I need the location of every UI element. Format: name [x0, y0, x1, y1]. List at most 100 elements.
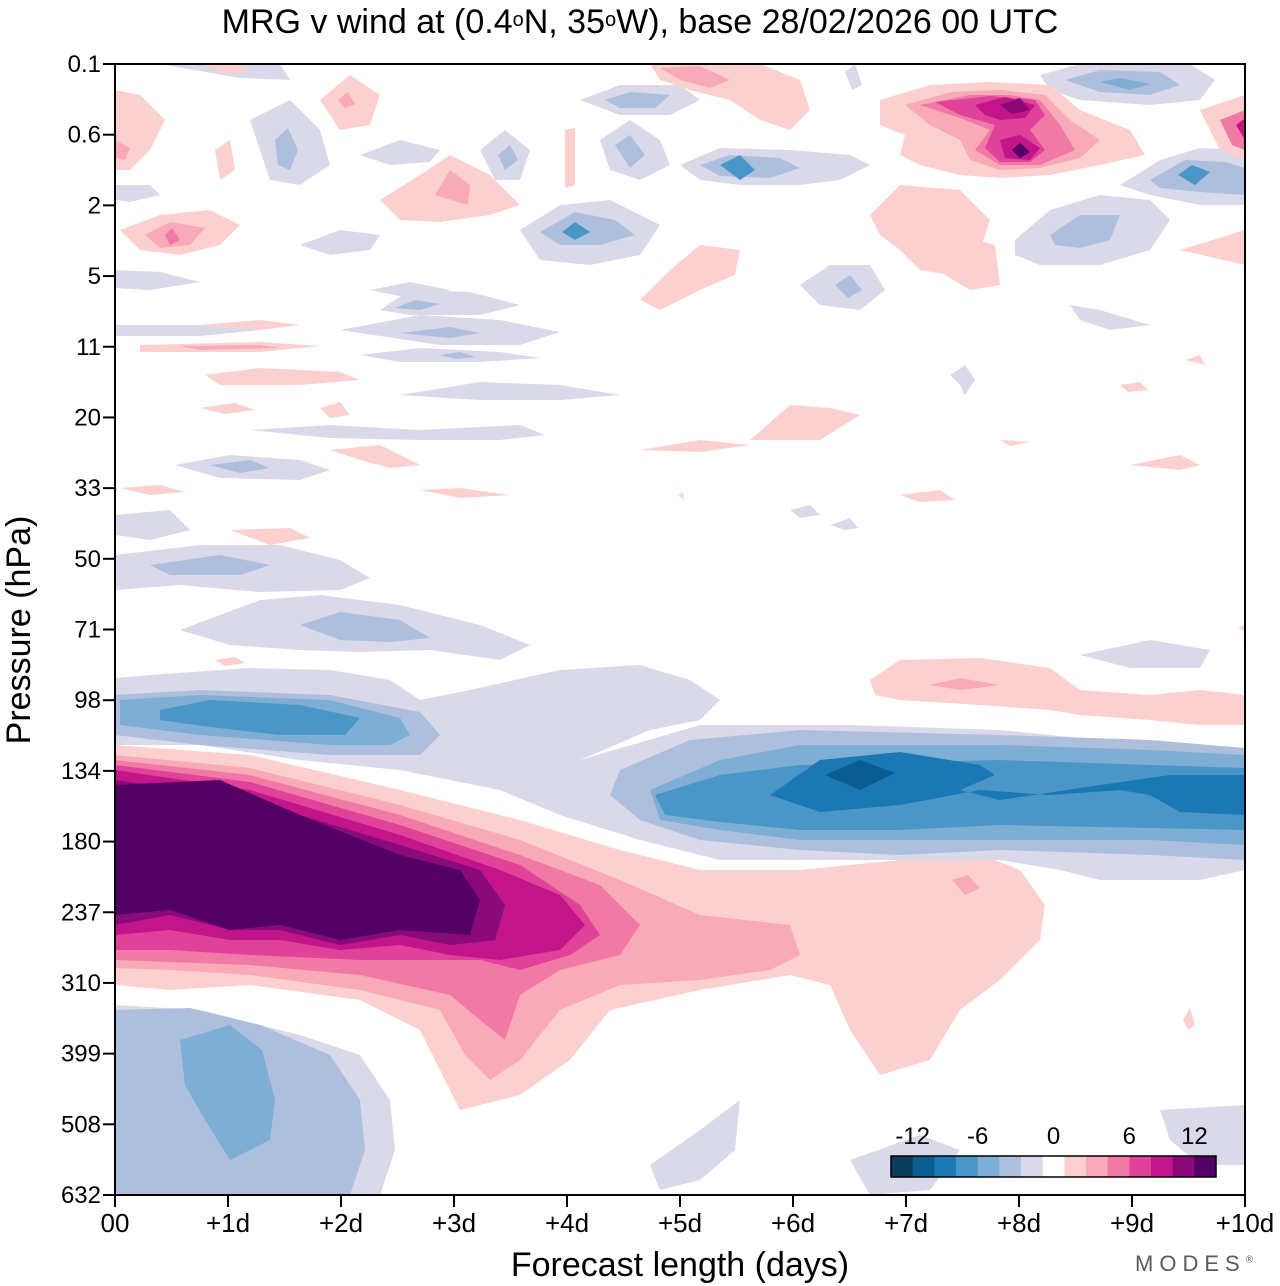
chart-title: MRG v wind at (0.4oN, 35oW), base 28/02/… — [0, 0, 1280, 44]
colorbar-swatch — [891, 1156, 914, 1177]
contour-pos-edge-right-3 — [1236, 118, 1245, 140]
colorbar-swatch — [1194, 1156, 1217, 1177]
contour-pos-70-right-edge — [1238, 625, 1245, 632]
contour-pos-98-right-inner — [930, 678, 1000, 690]
contour-neg-50-inner — [150, 555, 270, 575]
colorbar-swatch — [999, 1156, 1022, 1177]
contour-neg-20b — [400, 382, 620, 400]
y-tick-label: 71 — [74, 617, 101, 644]
contour-pos-top-right-l6 — [1000, 98, 1030, 114]
logo-registered-mark: ® — [1245, 1254, 1254, 1266]
y-tick-label: 180 — [61, 829, 101, 856]
contour-neg-1-mid-core — [720, 155, 755, 180]
colorbar-label: 12 — [1181, 1123, 1208, 1150]
y-tick-label: 5 — [88, 263, 101, 290]
colorbar-label: -12 — [895, 1123, 930, 1150]
contour-pos-15-right — [1120, 382, 1148, 392]
contour-neg-11b-inner — [395, 300, 440, 310]
colorbar-swatch — [1042, 1156, 1065, 1177]
contour-neg-band-l6 — [825, 760, 895, 790]
colorbar-label: 6 — [1123, 1123, 1136, 1150]
contour-neg-11-inner — [400, 327, 480, 338]
contour-neg-33 — [115, 510, 190, 540]
contour-pos-20-right — [1000, 440, 1030, 446]
y-tick-label: 33 — [74, 475, 101, 502]
y-tick-label: 508 — [61, 1111, 101, 1138]
colorbar-swatch — [956, 1156, 979, 1177]
y-axis-title: Pressure (hPa) — [0, 516, 38, 745]
contour-pos-0.5-b — [215, 140, 235, 180]
y-axis: 0.1 0.6 2 5 11 20 33 50 71 98 134 180 237 310 399 508 63… — [61, 51, 115, 1209]
contour-neg-3-mid-inner — [540, 212, 635, 245]
colorbar-swatch — [1129, 1156, 1152, 1177]
modes-logo: MODES® — [1135, 1251, 1253, 1277]
x-tick-label: +4d — [545, 1208, 589, 1238]
y-tick-label: 632 — [61, 1182, 101, 1209]
colorbar-swatch — [1086, 1156, 1109, 1177]
contour-pos-2.5-left-core — [165, 228, 180, 245]
contour-pos-15-left — [205, 368, 360, 385]
contour-pos-4-mid — [640, 245, 740, 310]
x-tick-label: 00 — [101, 1208, 130, 1238]
contour-neg-5-mid-inner — [835, 275, 862, 298]
contour-neg-3-right-inner — [1050, 215, 1120, 248]
y-tick-label: 310 — [61, 970, 101, 997]
x-axis: 00 +1d +2d +3d +4d +5d +6d +7d +8d +9d +10d — [101, 1195, 1274, 1238]
colorbar-swatch — [912, 1156, 935, 1177]
colorbar-label: -6 — [967, 1123, 988, 1150]
x-tick-label: +6d — [771, 1208, 815, 1238]
x-tick-label: +9d — [1110, 1208, 1154, 1238]
contour-pos-33-mid-dot — [678, 492, 684, 500]
x-tick-label: +8d — [997, 1208, 1041, 1238]
contour-pos-top-left-2 — [200, 64, 250, 74]
title-degree-2: o — [605, 9, 617, 31]
title-prefix: MRG v wind at (0.4 — [221, 3, 513, 41]
colorbar-swatch — [1064, 1156, 1087, 1177]
contour-pos-6-mid — [935, 235, 1000, 290]
contour-pos-25-right — [1130, 455, 1200, 470]
contour-pos-0.5-c — [565, 128, 575, 188]
colorbar-swatch — [1151, 1156, 1174, 1177]
contour-pos-20-mid — [750, 405, 860, 440]
title-suffix: W), base 28/02/2026 00 UTC — [616, 3, 1059, 41]
x-axis-title: Forecast length (days) — [511, 1246, 849, 1284]
colorbar-swatch — [977, 1156, 1000, 1177]
y-tick-label: 50 — [74, 546, 101, 573]
contour-neg-4-left — [300, 230, 380, 255]
x-tick-label: +1d — [206, 1208, 250, 1238]
contour-neg-0.3-inner — [605, 92, 670, 108]
contour-pos-18-left — [200, 403, 255, 414]
contour-neg-0.7 — [360, 140, 440, 165]
contour-neg-left-mid — [115, 325, 260, 336]
contour-pos-25-mid — [640, 440, 750, 452]
contour-pos-2-far-right — [1180, 230, 1245, 265]
contour-pos-0.5-left-inner — [338, 92, 355, 108]
contour-pos-0.6-left-inner — [115, 140, 130, 160]
contour-neg-520 — [790, 505, 820, 518]
y-tick-label: 2 — [88, 192, 101, 219]
contour-neg-98-right — [1080, 640, 1210, 668]
contour-pos-33-right — [900, 490, 955, 502]
x-tick-label: +3d — [432, 1208, 476, 1238]
contour-field — [115, 64, 1245, 1195]
colorbar-label: 0 — [1047, 1123, 1060, 1150]
contour-neg-3-mid-core — [562, 222, 590, 240]
contour-neg-20 — [250, 425, 545, 440]
contour-pos-66-left — [215, 657, 245, 666]
contour-neg-2-left — [115, 185, 160, 202]
logo-text: MODES — [1135, 1251, 1246, 1276]
x-tick-label: +5d — [658, 1208, 702, 1238]
x-tick-label: +2d — [319, 1208, 363, 1238]
colorbar-frame — [890, 1155, 1217, 1178]
contour-neg-lower-l3 — [180, 1025, 275, 1160]
contour-neg-2-right-core — [1178, 165, 1210, 185]
y-tick-label: 237 — [61, 899, 101, 926]
contour-neg-6-mid — [370, 282, 450, 300]
y-tick-label: 20 — [74, 404, 101, 431]
title-degree-1: o — [512, 9, 524, 31]
y-tick-label: 0.6 — [68, 122, 101, 149]
contour-neg-0.7b-inner — [498, 145, 518, 170]
contour-neg-05-mid-inner — [615, 135, 645, 168]
contour-pos-small — [952, 875, 980, 895]
